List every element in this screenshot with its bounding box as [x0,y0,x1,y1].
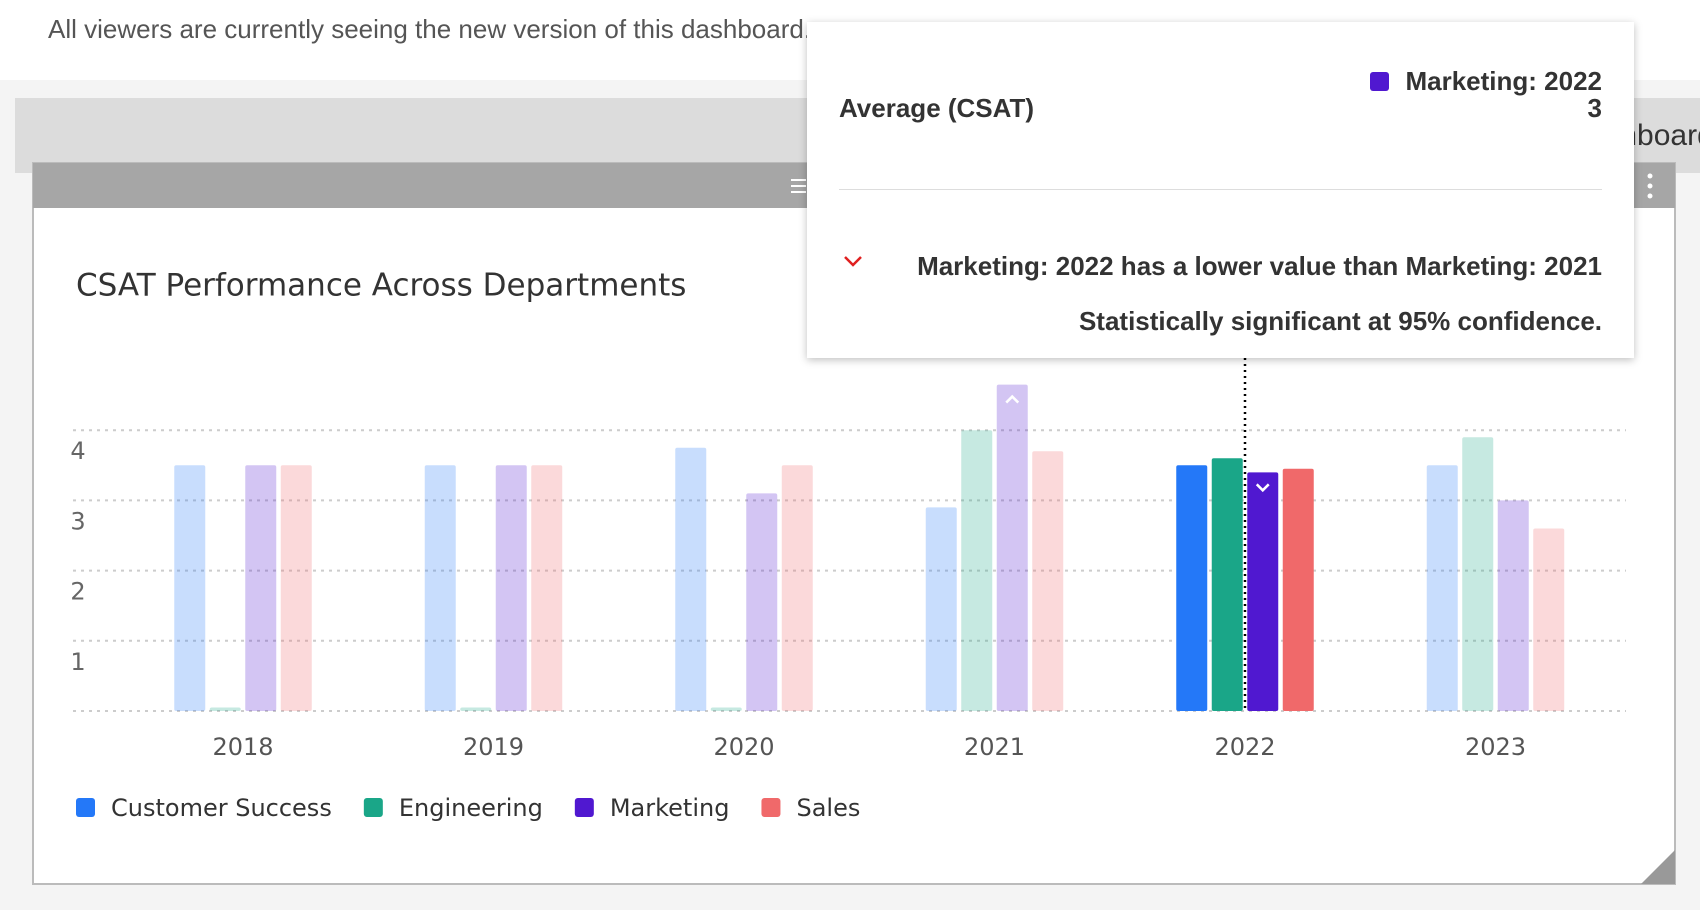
bar [245,465,277,711]
resize-handle[interactable] [1641,850,1675,884]
tooltip-header: Marketing: 2022 [1370,66,1602,97]
x-tick-label: 2020 [713,733,774,761]
y-tick-label: 2 [70,578,85,606]
bar [1032,451,1064,711]
trend-indicator [1255,483,1270,493]
tooltip-value: 3 [1587,93,1602,123]
bar [781,465,813,711]
x-tick-label: 2021 [964,733,1025,761]
x-tick-label: 2023 [1465,733,1526,761]
legend-label: Marketing [610,794,730,822]
tooltip: Marketing: 2022 Average (CSAT) 3 Marketi… [807,22,1634,358]
bar [280,465,312,711]
tooltip-significance: Statistically significant at 95% confide… [1078,306,1602,336]
tooltip-series: Marketing: 2022 [1405,66,1602,96]
chart-title: CSAT Performance Across Departments [76,268,686,304]
x-tick-label: 2022 [1214,733,1275,761]
bar [1497,500,1529,711]
bar [531,465,563,711]
bar [1426,465,1458,711]
tooltip-note: Marketing: 2022 has a lower value than M… [917,251,1602,281]
legend-label: Engineering [399,794,543,822]
bar [460,707,492,711]
tooltip-swatch [1370,72,1390,91]
bar [495,465,527,711]
y-tick-label: 3 [70,507,85,535]
bar [996,384,1028,711]
banner-text: All viewers are currently seeing the new… [48,14,811,44]
y-tick-label: 1 [70,648,85,676]
x-tick-label: 2019 [463,733,524,761]
chart: 1 2 3 4 2018 2019 2020 2021 2022 2023 Customer Suc… [70,358,1626,822]
bar [746,493,778,711]
legend-swatch [363,798,383,817]
bar [675,447,707,711]
legend-swatch [76,798,95,817]
bar [961,430,993,711]
legend-swatch [574,798,594,817]
bar [1176,465,1208,711]
bar [209,707,241,711]
bar [1462,437,1494,711]
bar [1282,468,1314,711]
legend-label: Sales [796,794,860,822]
bar [925,507,957,711]
bar [710,707,742,711]
drag-icon[interactable] [791,179,806,193]
legend-swatch [761,798,781,817]
bar [424,465,456,711]
menu-icon[interactable] [1647,173,1653,199]
trend-indicator [1005,394,1020,404]
bar [1247,472,1279,711]
y-tick-label: 4 [70,437,85,465]
tooltip-metric: Average (CSAT) [839,93,1035,123]
bar [1211,458,1243,711]
divider [839,189,1602,190]
down-chevron [844,256,862,267]
legend-label: Customer Success [111,794,332,822]
bar [174,465,206,711]
x-tick-label: 2018 [212,733,273,761]
bar [1533,528,1565,711]
